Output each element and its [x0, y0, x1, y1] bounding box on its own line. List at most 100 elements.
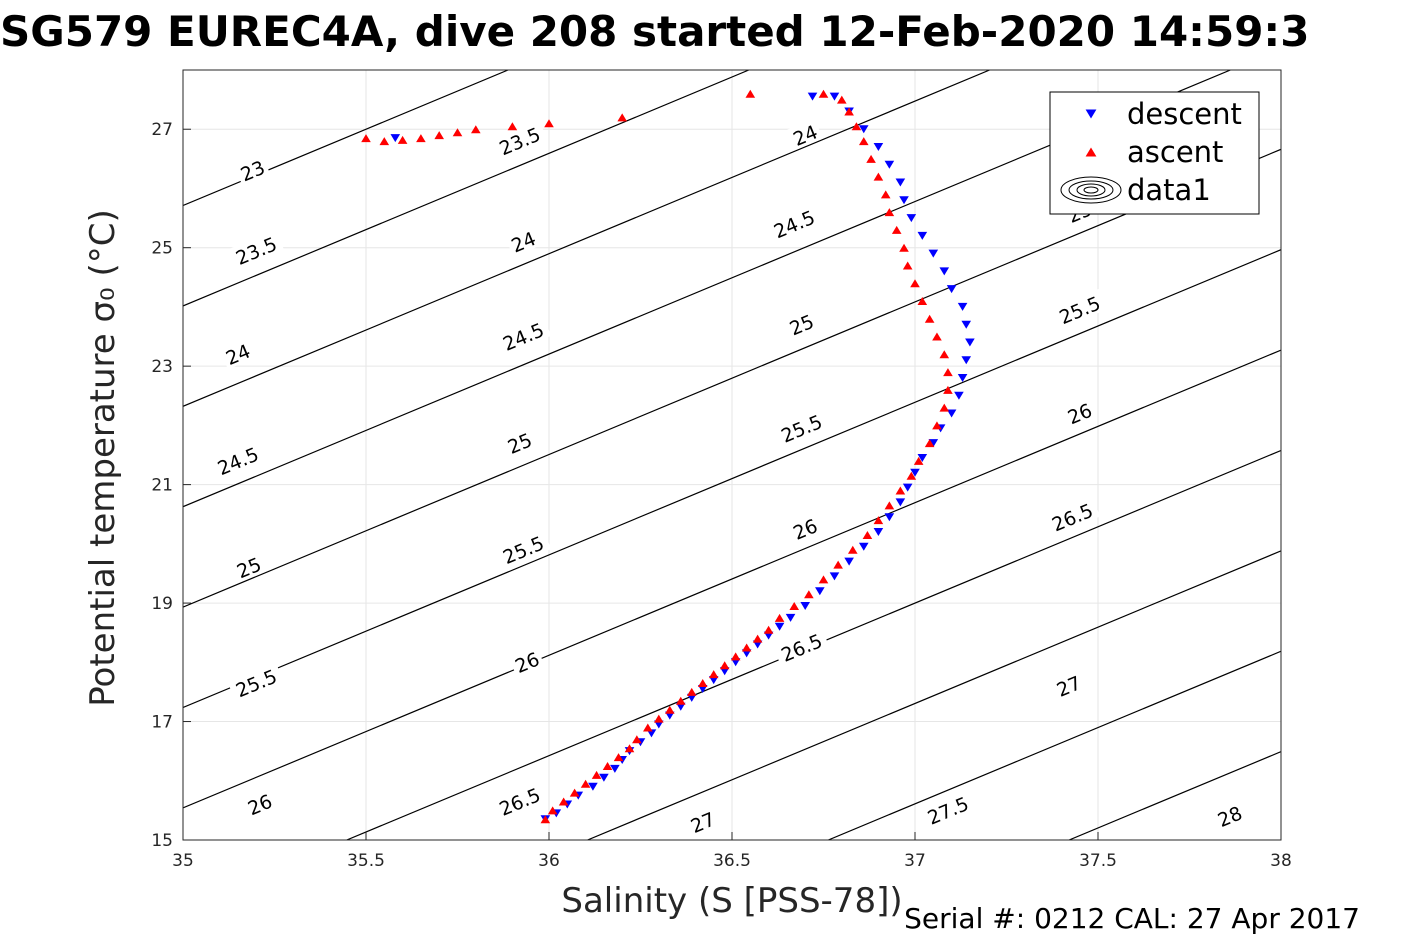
ascent-point [686, 687, 697, 696]
descent-point [895, 178, 906, 187]
contour-label-bg [234, 153, 271, 186]
x-tick-label: 36 [538, 851, 560, 871]
ascent-point [452, 128, 463, 137]
contour-label: 26.5 [491, 780, 548, 821]
x-tick-label: 37.5 [1079, 851, 1117, 871]
ascent-point [613, 753, 624, 762]
contour-label-bg [494, 528, 552, 570]
y-tick-label: 23 [151, 357, 173, 377]
descent-point [599, 773, 609, 782]
y-tick-label: 15 [151, 831, 173, 851]
ascent-point [558, 797, 569, 806]
ascent-point [917, 297, 928, 305]
x-axis-label: Salinity (S [PSS-78]) [561, 881, 902, 921]
ascent-point [873, 516, 884, 525]
ascent-point [719, 661, 730, 670]
x-tick-label: 38 [1270, 851, 1292, 871]
contour-label: 27.5 [919, 789, 976, 830]
chart-title: SG579 EUREC4A, dive 208 started 12-Feb-2… [0, 7, 1309, 56]
contour-label: 28 [1211, 799, 1248, 832]
isopycnal-line [183, 70, 1231, 508]
contour-label-bg [1061, 396, 1098, 429]
contour-label-text: 26.5 [778, 630, 826, 667]
contour-label: 25 [783, 307, 820, 340]
descent-point [895, 498, 906, 507]
ascent-point [471, 125, 481, 134]
ascent-point [544, 119, 554, 128]
ascent-point [924, 439, 935, 448]
ascent-point [745, 89, 756, 98]
ascent-point [434, 131, 444, 140]
contour-label-text: 25.5 [500, 532, 548, 569]
y-tick-label: 25 [151, 239, 173, 259]
ascent-point [547, 806, 558, 815]
descent-point [917, 453, 928, 462]
isopycnal-line [183, 70, 990, 407]
legend-label: descent [1127, 97, 1242, 131]
descent-point [910, 468, 920, 477]
ascent-point [884, 208, 895, 217]
ascent-point [507, 122, 518, 131]
contour-label: 25.5 [494, 528, 552, 570]
descent-point [957, 374, 968, 382]
contour-label-text: 25.5 [1056, 293, 1104, 330]
y-tick-label: 17 [151, 713, 173, 733]
contour-label-bg [491, 119, 548, 161]
ascent-point [844, 107, 854, 116]
descent-point [884, 513, 895, 522]
legend: descent ascent data1 [1049, 91, 1260, 215]
legend-descent-marker [1085, 109, 1097, 119]
contour-label-text: 24.5 [500, 319, 548, 356]
ascent-point [910, 279, 920, 288]
ascent-point [924, 314, 935, 323]
legend-contour-icon [1068, 180, 1114, 200]
ascent-point [932, 332, 942, 341]
descent-point [844, 557, 854, 566]
contour-label-bg [504, 224, 542, 257]
contour-label-bg [1211, 799, 1248, 832]
contour-label-bg [241, 787, 278, 820]
ascent-point [943, 368, 953, 377]
contour-label: 26.5 [1043, 496, 1101, 537]
ascent-point [943, 385, 953, 394]
contour-label-bg [1043, 496, 1101, 537]
descent-point [899, 196, 909, 205]
descent-point [939, 267, 950, 276]
contour-label-bg [786, 512, 823, 545]
ascent-point [899, 243, 909, 252]
contour-label-text: 27.5 [925, 793, 973, 830]
serial-cal-footer: Serial #: 0212 CAL: 27 Apr 2017 [904, 902, 1360, 935]
ascent-point [866, 154, 876, 163]
descent-point [954, 391, 964, 400]
ascent-point [763, 625, 774, 634]
contour-label-text: 25.5 [233, 666, 281, 703]
contour-label-bg [1050, 669, 1087, 702]
ascent-point [858, 137, 869, 146]
descent-point [884, 160, 895, 169]
contour-label-bg [772, 626, 830, 667]
legend-contour-icon [1060, 176, 1122, 204]
descent-point [946, 285, 957, 294]
descent-point [610, 764, 620, 773]
descent-point [390, 134, 401, 143]
ascent-point [602, 761, 613, 770]
ascent-point [837, 95, 847, 104]
ascent-point [379, 137, 390, 146]
contour-label: 26.5 [772, 626, 830, 667]
ascent-point [789, 602, 800, 611]
contour-label: 25.5 [772, 407, 830, 448]
ascent-series [361, 89, 953, 824]
ascent-point [833, 560, 843, 569]
x-tick-label: 35 [172, 851, 194, 871]
descent-point [946, 409, 957, 418]
contour-label: 25 [230, 550, 267, 583]
descent-point [829, 92, 840, 101]
legend-ascent-marker [1085, 147, 1097, 157]
x-tick-label: 37 [904, 851, 926, 871]
contour-label: 25.5 [227, 661, 285, 703]
ascent-point [675, 696, 686, 705]
descent-point [917, 231, 928, 240]
ascent-point [906, 471, 917, 480]
contour-label: 24.5 [765, 202, 823, 244]
